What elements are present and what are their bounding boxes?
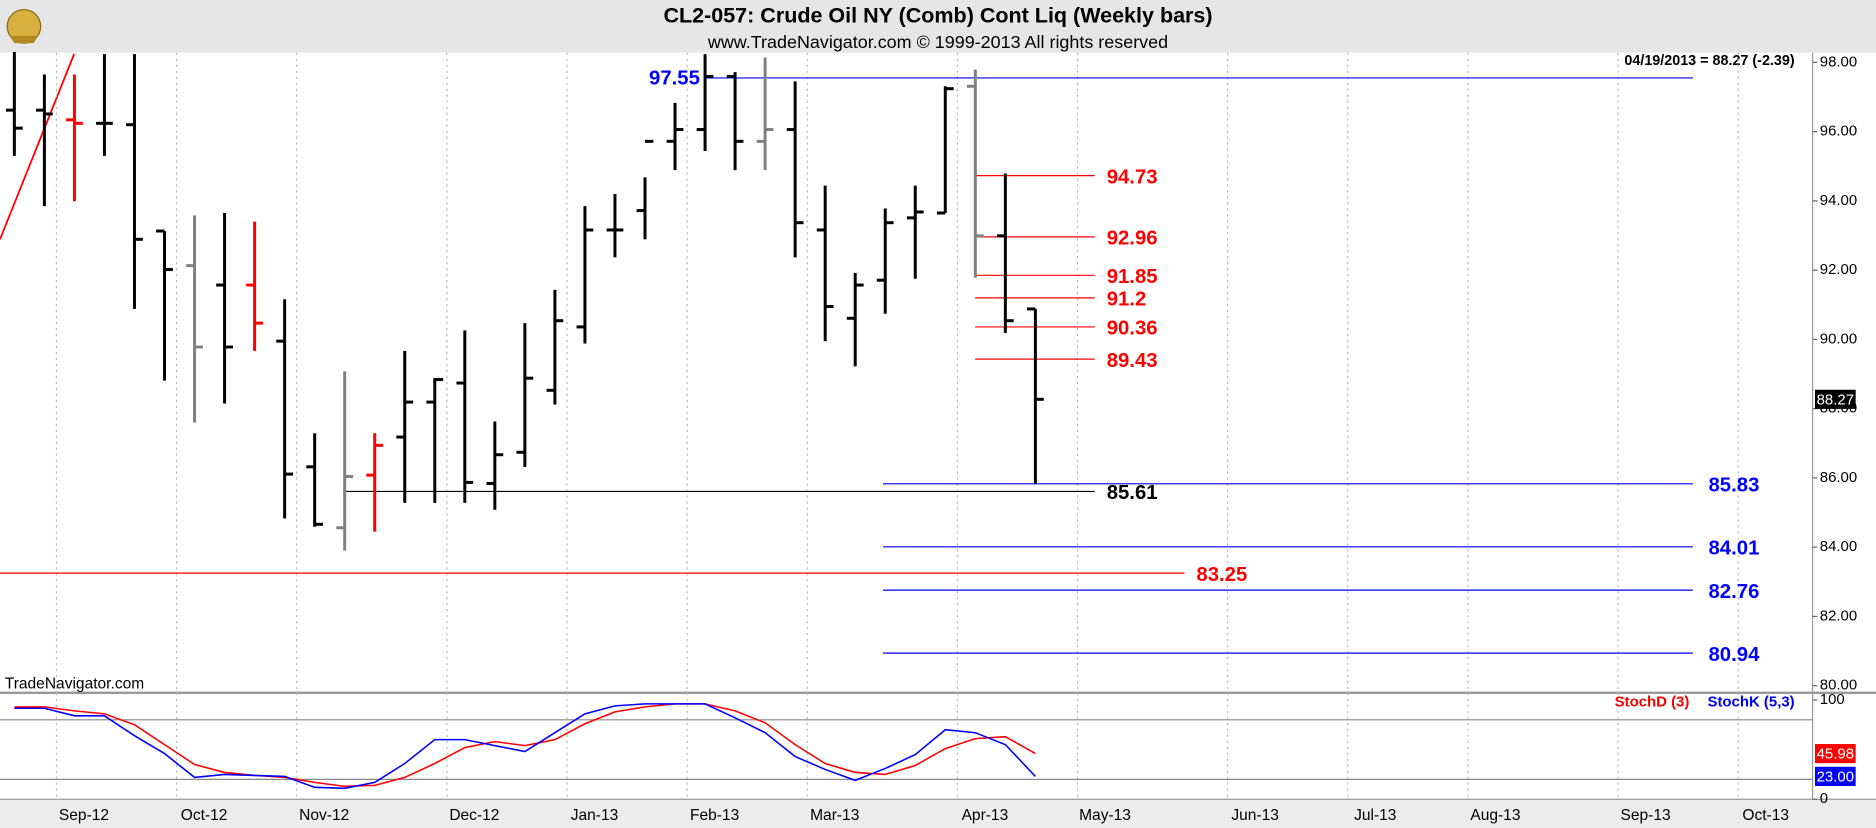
header-band (0, 0, 1876, 53)
x-tick-label: Dec-12 (449, 807, 499, 824)
y-tick-label: 0 (1820, 790, 1828, 807)
last-value-box (1814, 766, 1856, 786)
x-tick-label: Apr-13 (962, 807, 1009, 824)
x-tick-label: May-13 (1079, 807, 1131, 824)
legend-label: StochD (3) (1615, 693, 1690, 710)
legend-label: StochK (5,3) (1707, 693, 1794, 710)
x-tick-label: Nov-12 (299, 807, 349, 824)
x-tick-label: Sep-12 (59, 807, 109, 824)
y-tick-label: 98.00 (1820, 53, 1857, 70)
level-label: 91.85 (1107, 266, 1158, 288)
last-price-label: 88.27 (1817, 391, 1854, 408)
x-tick-label: Jul-13 (1354, 807, 1396, 824)
chart-title: CL2-057: Crude Oil NY (Comb) Cont Liq (W… (663, 3, 1212, 27)
y-tick-label: 96.00 (1820, 123, 1857, 140)
last-value-box (1814, 744, 1856, 764)
right-axis (1812, 52, 1876, 800)
logo-icon (9, 35, 39, 44)
level-label: 84.01 (1709, 538, 1760, 560)
level-label: 90.36 (1107, 318, 1158, 340)
info-text: 04/19/2013 = 88.27 (-2.39) (1624, 53, 1794, 69)
level-label: 85.61 (1107, 482, 1158, 504)
x-tick-label: Jun-13 (1231, 807, 1279, 824)
y-tick-label: 86.00 (1820, 469, 1857, 486)
price-panel (0, 52, 1813, 692)
trend-line (0, 53, 76, 240)
y-tick-label: 94.00 (1820, 192, 1857, 209)
stoch-line (14, 703, 1036, 790)
level-label: 97.55 (649, 68, 700, 90)
level-label: 89.43 (1107, 350, 1158, 372)
x-tick-label: Jan-13 (571, 807, 619, 824)
y-tick-label: 82.00 (1820, 607, 1857, 624)
y-tick-label: 80.00 (1820, 677, 1857, 694)
y-tick-label: 92.00 (1820, 261, 1857, 278)
x-tick-label: Oct-12 (181, 807, 228, 824)
last-value-label: 23.00 (1817, 769, 1854, 786)
y-tick-label: 84.00 (1820, 538, 1857, 555)
level-label: 94.73 (1107, 166, 1158, 188)
x-tick-label: Aug-13 (1470, 807, 1520, 824)
level-label: 82.76 (1709, 581, 1760, 603)
level-label: 92.96 (1107, 228, 1158, 250)
y-tick-label: 100 (1820, 691, 1845, 708)
x-tick-label: Sep-13 (1620, 807, 1670, 824)
x-tick-label: Oct-13 (1742, 807, 1789, 824)
x-tick-label: Mar-13 (810, 807, 859, 824)
x-tick-label: Feb-13 (690, 807, 739, 824)
last-price-box (1814, 389, 1856, 409)
stoch-panel (0, 693, 1813, 800)
level-label: 83.25 (1196, 564, 1247, 586)
level-label: 91.2 (1107, 289, 1147, 311)
stoch-line (14, 703, 1036, 788)
level-label: 80.94 (1709, 644, 1761, 666)
last-value-label: 45.98 (1817, 746, 1854, 763)
x-axis-band (0, 799, 1876, 828)
level-label: 85.83 (1709, 475, 1760, 497)
logo (6, 9, 42, 44)
y-tick-label: 90.00 (1820, 330, 1857, 347)
chart-subtitle: www.TradeNavigator.com © 1999-2013 All r… (707, 32, 1168, 52)
watermark: TradeNavigator.com (5, 676, 144, 693)
